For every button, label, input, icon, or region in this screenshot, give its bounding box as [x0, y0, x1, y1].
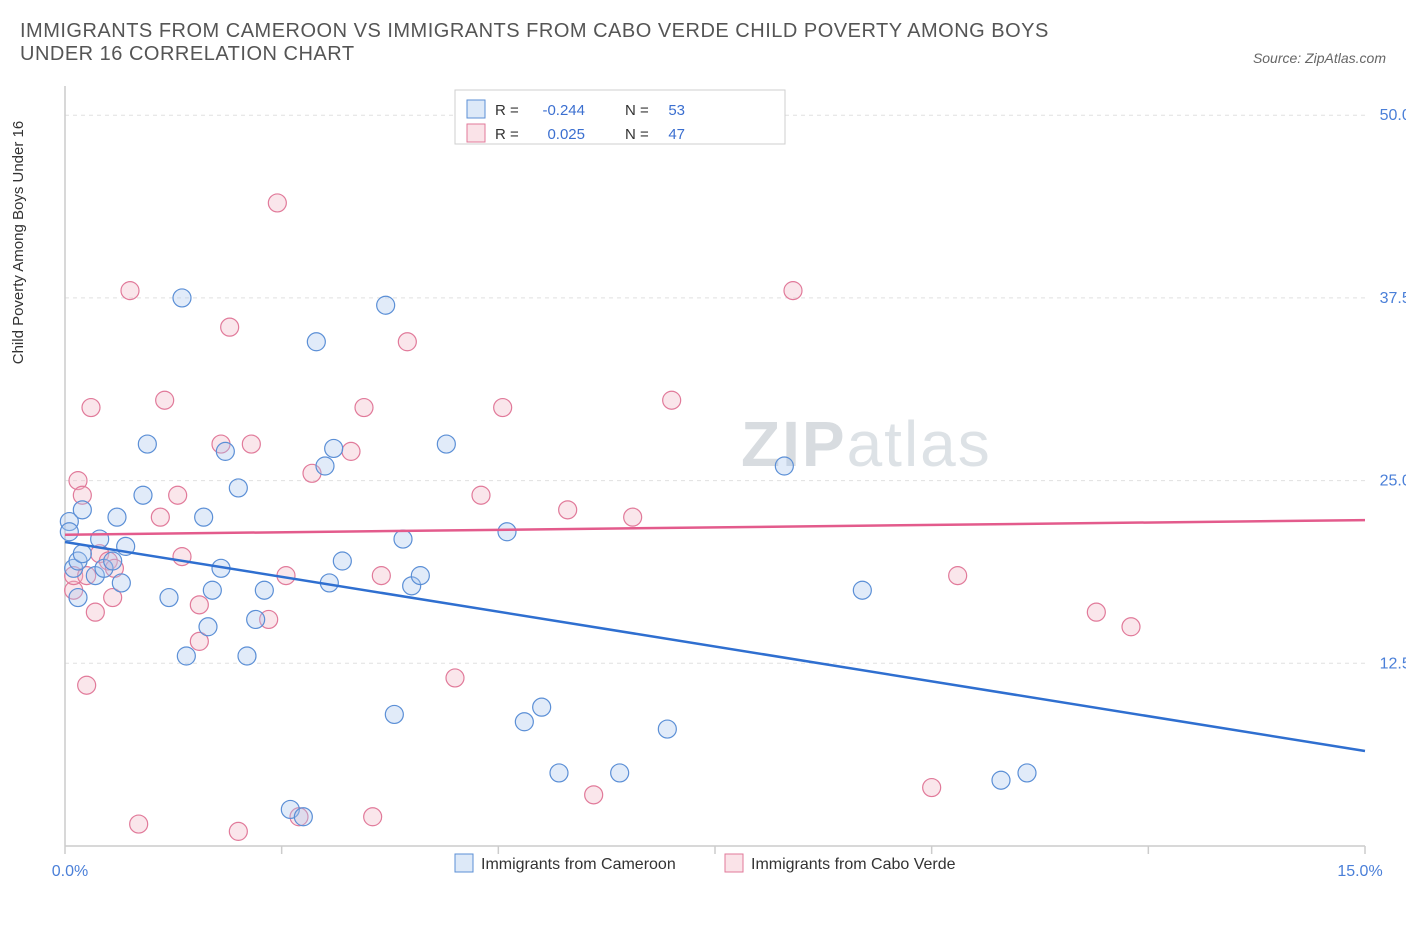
- legend-r-value: -0.244: [542, 102, 585, 119]
- point-cabo-verde: [121, 282, 139, 300]
- point-cameroon: [658, 720, 676, 738]
- point-cameroon: [775, 457, 793, 475]
- y-tick-label: 12.5%: [1380, 655, 1406, 672]
- point-cameroon: [325, 439, 343, 457]
- point-cabo-verde: [1087, 603, 1105, 621]
- source-label: Source: ZipAtlas.com: [1253, 50, 1386, 66]
- point-cameroon: [134, 486, 152, 504]
- point-cameroon: [437, 435, 455, 453]
- legend-n-label: N =: [625, 126, 649, 143]
- point-cameroon: [992, 771, 1010, 789]
- legend-swatch: [467, 124, 485, 142]
- bottom-legend-swatch: [725, 854, 743, 872]
- y-tick-label: 50.0%: [1380, 107, 1406, 124]
- point-cabo-verde: [923, 779, 941, 797]
- point-cameroon: [498, 523, 516, 541]
- trend-line: [65, 542, 1365, 751]
- point-cameroon: [160, 589, 178, 607]
- point-cabo-verde: [949, 567, 967, 585]
- point-cameroon: [73, 545, 91, 563]
- point-cameroon: [138, 435, 156, 453]
- point-cameroon: [238, 647, 256, 665]
- legend-n-label: N =: [625, 102, 649, 119]
- point-cabo-verde: [494, 399, 512, 417]
- point-cameroon: [73, 501, 91, 519]
- point-cabo-verde: [784, 282, 802, 300]
- point-cabo-verde: [372, 567, 390, 585]
- bottom-legend-label: Immigrants from Cameroon: [481, 856, 676, 873]
- point-cabo-verde: [663, 391, 681, 409]
- point-cabo-verde: [355, 399, 373, 417]
- y-tick-label: 37.5%: [1380, 290, 1406, 307]
- point-cameroon: [316, 457, 334, 475]
- point-cabo-verde: [1122, 618, 1140, 636]
- bottom-legend-swatch: [455, 854, 473, 872]
- y-axis-label: Child Poverty Among Boys Under 16: [10, 121, 27, 364]
- chart-container: Child Poverty Among Boys Under 16 12.5%2…: [20, 76, 1386, 896]
- point-cameroon: [203, 581, 221, 599]
- x-tick-label: 0.0%: [52, 863, 88, 880]
- point-cameroon: [229, 479, 247, 497]
- point-cabo-verde: [242, 435, 260, 453]
- point-cabo-verde: [585, 786, 603, 804]
- legend-swatch: [467, 100, 485, 118]
- y-tick-label: 25.0%: [1380, 473, 1406, 490]
- x-tick-label: 15.0%: [1337, 863, 1382, 880]
- point-cameroon: [377, 296, 395, 314]
- point-cameroon: [294, 808, 312, 826]
- point-cameroon: [255, 581, 273, 599]
- legend-r-value: 0.025: [547, 126, 585, 143]
- point-cabo-verde: [472, 486, 490, 504]
- point-cameroon: [394, 530, 412, 548]
- point-cabo-verde: [398, 333, 416, 351]
- point-cameroon: [108, 508, 126, 526]
- point-cameroon: [69, 589, 87, 607]
- point-cameroon: [177, 647, 195, 665]
- point-cabo-verde: [624, 508, 642, 526]
- point-cabo-verde: [169, 486, 187, 504]
- point-cabo-verde: [130, 815, 148, 833]
- correlation-scatter-chart: 12.5%25.0%37.5%50.0%ZIPatlas0.0%15.0%R =…: [20, 76, 1406, 896]
- point-cameroon: [533, 698, 551, 716]
- point-cabo-verde: [78, 676, 96, 694]
- legend-r-label: R =: [495, 126, 519, 143]
- point-cameroon: [112, 574, 130, 592]
- point-cabo-verde: [364, 808, 382, 826]
- point-cameroon: [199, 618, 217, 636]
- point-cameroon: [173, 289, 191, 307]
- legend-n-value: 47: [668, 126, 685, 143]
- point-cabo-verde: [268, 194, 286, 212]
- legend-r-label: R =: [495, 102, 519, 119]
- trend-line: [65, 520, 1365, 535]
- point-cabo-verde: [190, 596, 208, 614]
- point-cabo-verde: [151, 508, 169, 526]
- point-cameroon: [611, 764, 629, 782]
- point-cameroon: [853, 581, 871, 599]
- point-cameroon: [515, 713, 533, 731]
- point-cameroon: [385, 705, 403, 723]
- point-cameroon: [333, 552, 351, 570]
- page-title: IMMIGRANTS FROM CAMEROON VS IMMIGRANTS F…: [20, 20, 1120, 66]
- point-cabo-verde: [82, 399, 100, 417]
- point-cameroon: [550, 764, 568, 782]
- point-cabo-verde: [86, 603, 104, 621]
- point-cabo-verde: [342, 442, 360, 460]
- point-cameroon: [1018, 764, 1036, 782]
- bottom-legend-label: Immigrants from Cabo Verde: [751, 856, 956, 873]
- point-cabo-verde: [559, 501, 577, 519]
- point-cameroon: [104, 552, 122, 570]
- point-cameroon: [411, 567, 429, 585]
- point-cabo-verde: [229, 822, 247, 840]
- point-cameroon: [60, 523, 78, 541]
- point-cabo-verde: [156, 391, 174, 409]
- point-cabo-verde: [221, 318, 239, 336]
- point-cameroon: [195, 508, 213, 526]
- legend-n-value: 53: [668, 102, 685, 119]
- point-cabo-verde: [446, 669, 464, 687]
- point-cameroon: [307, 333, 325, 351]
- point-cameroon: [216, 442, 234, 460]
- point-cameroon: [247, 610, 265, 628]
